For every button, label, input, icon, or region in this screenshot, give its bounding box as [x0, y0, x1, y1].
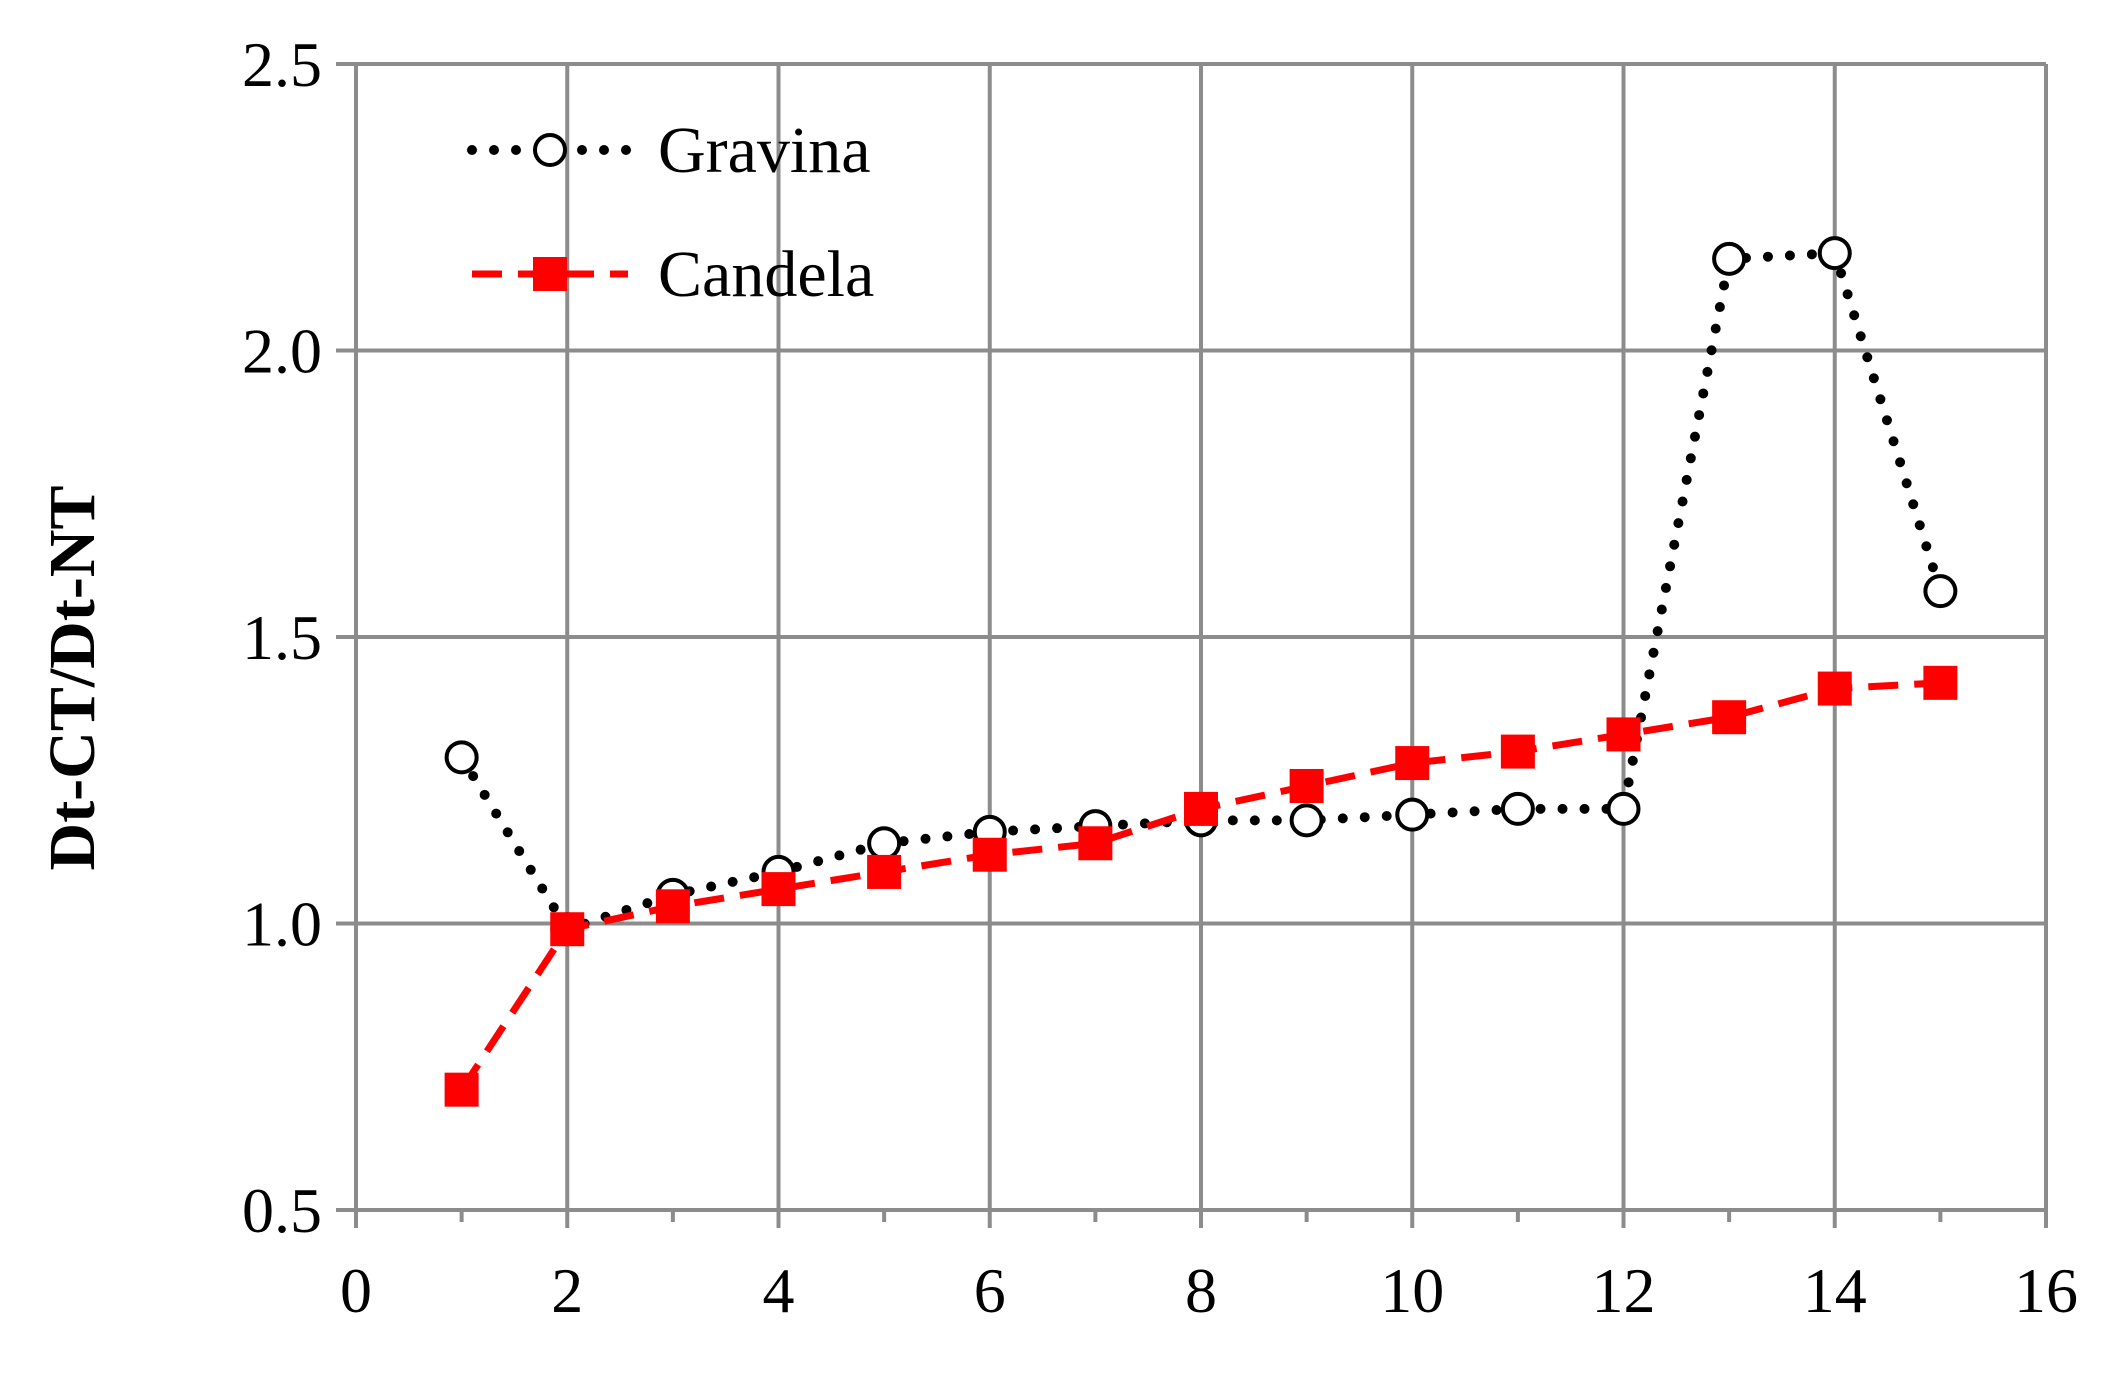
y-tick-label: 1.0	[242, 889, 322, 960]
data-point-candela	[1500, 734, 1535, 769]
data-point-gravina	[867, 826, 902, 861]
y-tick-label: 0.5	[242, 1175, 322, 1246]
legend-marker-candela	[533, 257, 567, 291]
x-tick-label: 12	[1592, 1255, 1656, 1326]
data-point-candela	[761, 872, 796, 907]
x-tick-label: 6	[974, 1255, 1006, 1326]
data-point-gravina	[1817, 236, 1852, 271]
data-point-candela	[655, 889, 690, 924]
data-point-candela	[444, 1072, 479, 1107]
x-tick-label: 4	[763, 1255, 795, 1326]
x-tick-label: 10	[1380, 1255, 1444, 1326]
data-point-candela	[1078, 826, 1113, 861]
grid	[336, 62, 2048, 1228]
data-point-candela	[1606, 717, 1641, 752]
data-point-candela	[972, 837, 1007, 872]
legend-label-candela: Candela	[658, 238, 874, 311]
data-point-gravina	[1712, 241, 1747, 276]
data-point-candela	[1923, 665, 1958, 700]
y-tick-label: 2.5	[242, 29, 322, 100]
legend-marker-gravina	[533, 133, 567, 167]
series-layer	[444, 236, 1958, 1107]
data-point-gravina	[1289, 803, 1324, 838]
legend-item-candela: Candela	[472, 238, 874, 311]
data-point-candela	[1395, 746, 1430, 781]
data-point-candela	[1184, 791, 1218, 826]
data-point-candela	[1712, 700, 1747, 735]
legend-label-gravina: Gravina	[658, 114, 871, 187]
y-axis-label: Dt-CT/Dt-NT	[36, 486, 109, 871]
x-tick-label: 14	[1803, 1255, 1867, 1326]
series-line-gravina	[456, 247, 1946, 936]
x-tick-label: 2	[551, 1255, 583, 1326]
data-point-candela	[550, 912, 585, 947]
x-tick-label: 8	[1185, 1255, 1217, 1326]
legend: Gravina Candela	[467, 114, 874, 311]
data-point-gravina	[1395, 797, 1430, 832]
legend-item-gravina: Gravina	[467, 114, 871, 187]
x-tick-label: 0	[340, 1255, 372, 1326]
data-point-gravina	[1500, 791, 1535, 826]
data-point-candela	[1817, 671, 1852, 706]
y-tick-label: 2.0	[242, 316, 322, 387]
data-point-gravina	[1606, 791, 1641, 826]
axes	[354, 64, 2046, 1222]
y-tick-label: 1.5	[242, 602, 322, 673]
data-point-gravina	[1923, 574, 1958, 609]
tick-labels: 0 2 4 6 8 10 12 14 16 0.5 1.0 1.5 2.0 2.5	[242, 29, 2078, 1326]
data-point-candela	[1289, 768, 1324, 803]
series-candela	[444, 665, 1958, 1107]
x-tick-label: 16	[2014, 1255, 2078, 1326]
data-point-candela	[867, 854, 902, 889]
data-point-gravina	[444, 740, 479, 775]
